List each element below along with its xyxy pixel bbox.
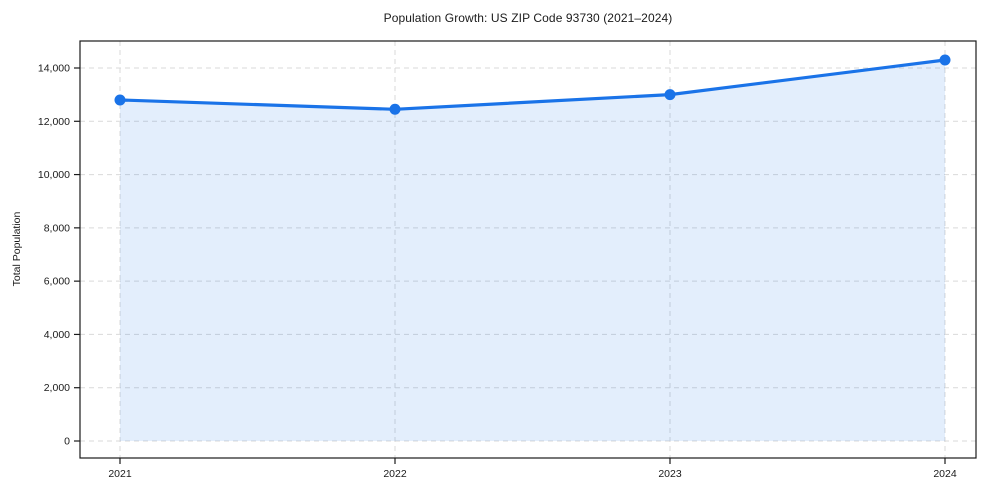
- y-tick-label: 4,000: [44, 329, 70, 341]
- data-point-marker: [939, 54, 951, 66]
- data-point-marker: [389, 103, 401, 115]
- area-series-fill: [120, 60, 945, 441]
- x-tick-label: 2024: [933, 468, 957, 480]
- y-tick-label: 2,000: [44, 382, 70, 394]
- y-tick-label: 0: [64, 436, 70, 448]
- x-tick-label: 2023: [658, 468, 682, 480]
- x-tick-label: 2022: [383, 468, 407, 480]
- y-tick-label: 10,000: [38, 169, 70, 181]
- plot-border: [79, 40, 977, 459]
- chart-title: Population Growth: US ZIP Code 93730 (20…: [383, 11, 673, 25]
- x-tick-label: 2021: [108, 468, 132, 480]
- data-point-marker: [114, 94, 126, 106]
- y-tick-label: 6,000: [44, 276, 70, 288]
- y-tick-label: 12,000: [38, 116, 70, 128]
- y-tick-label: 8,000: [44, 222, 70, 234]
- y-tick-label: 14,000: [38, 63, 70, 75]
- line-series: [118, 58, 947, 111]
- data-point-marker: [664, 89, 676, 101]
